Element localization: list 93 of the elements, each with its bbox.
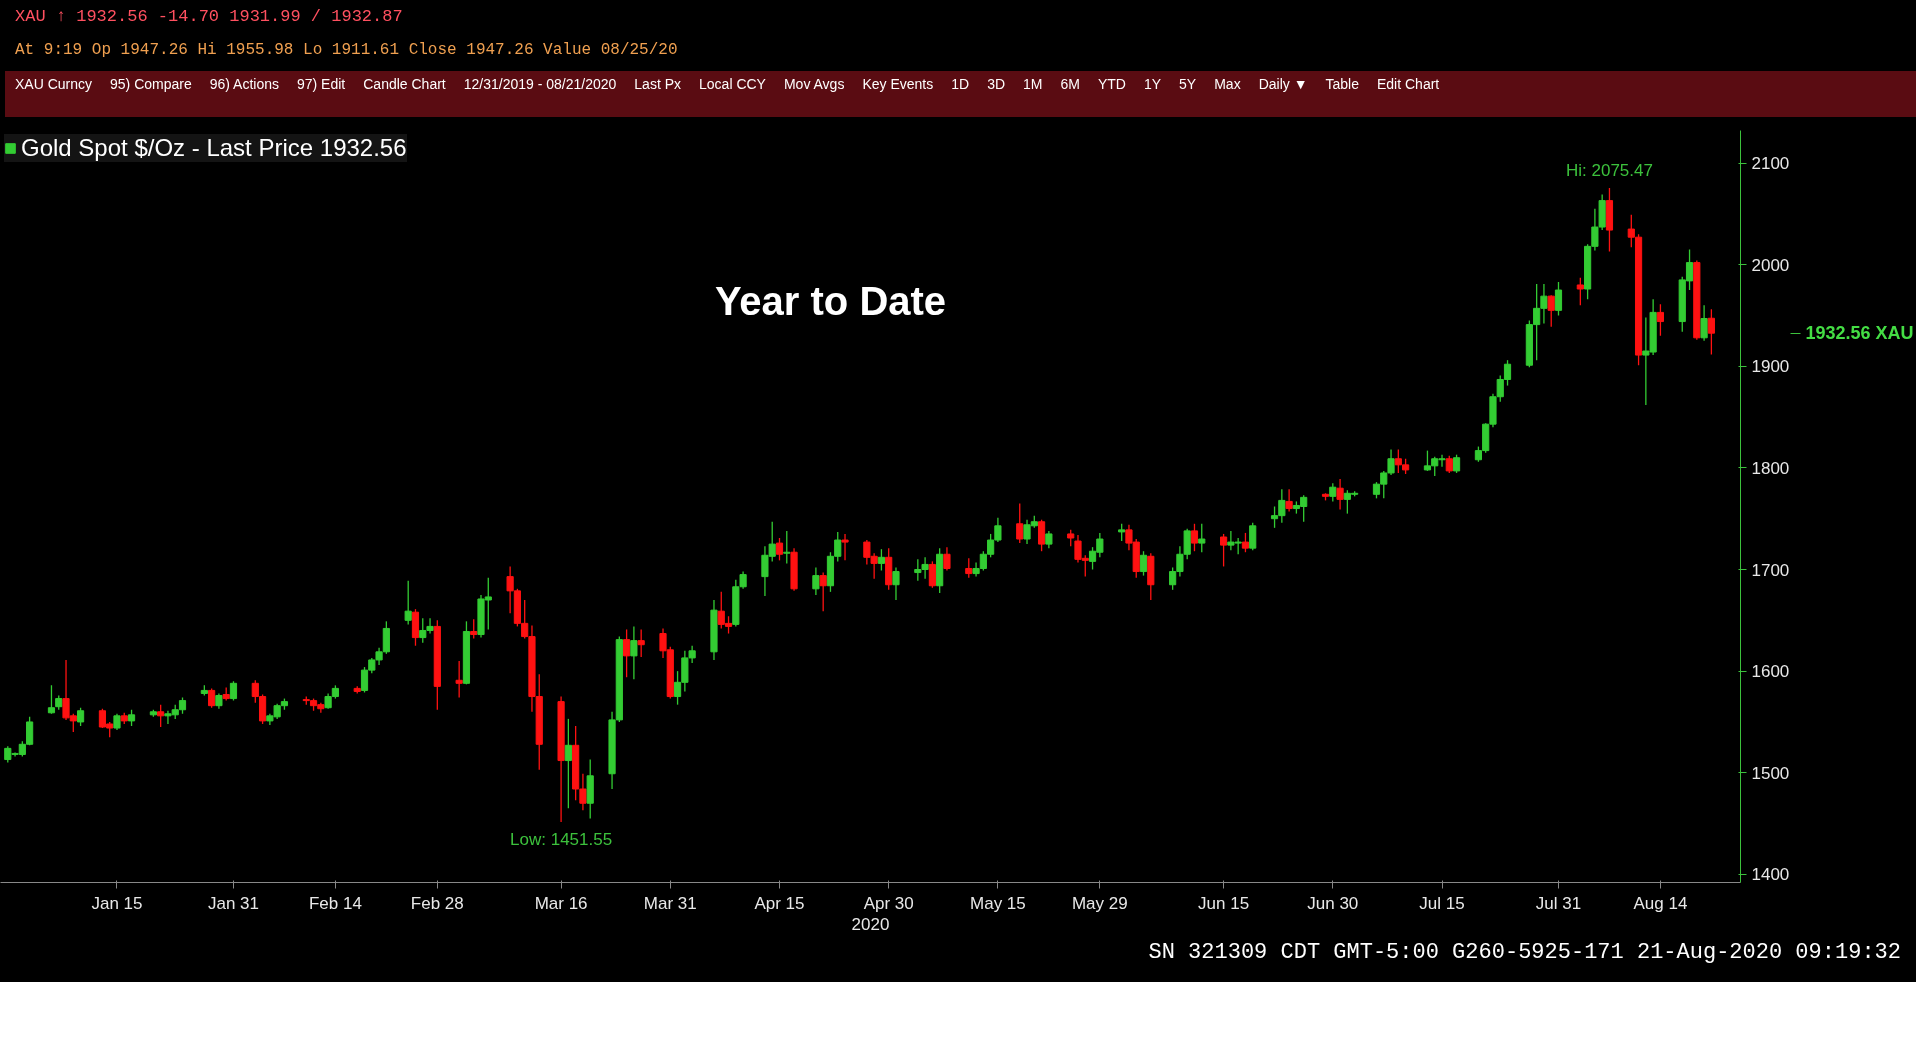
x-tick-label: Apr 15 [754, 893, 805, 913]
x-tick-label: Feb 28 [410, 893, 464, 913]
text: 1M [1023, 76, 1043, 92]
y-tick-label: 1600 [1751, 662, 1790, 682]
candlestick [1190, 523, 1199, 552]
candlestick [1336, 478, 1344, 511]
chart-subtitle: At 9:19 Op 1947.26 Hi 1955.98 Lo 1911.61 Close 1947.26 Value 08/25/20 [15, 40, 678, 61]
x-tick-label: Jan 15 [91, 893, 143, 913]
candlestick [1547, 294, 1555, 328]
x-tick-label: May 29 [1071, 893, 1128, 913]
annotation: Year to Date [714, 278, 947, 323]
candlestick [892, 566, 900, 601]
candlestick [1241, 532, 1250, 553]
candlestick [1329, 482, 1337, 503]
text: 1932.56 XAU [1805, 323, 1914, 344]
x-tick-label: Mar 31 [643, 893, 697, 913]
candlestick [812, 566, 820, 596]
candlestick [1576, 277, 1584, 306]
text: 6M [1060, 76, 1080, 92]
x-tick-label: May 15 [970, 893, 1026, 913]
y-tick-label: 1400 [1751, 865, 1790, 885]
candlestick [157, 704, 165, 728]
candlestick [928, 560, 936, 589]
candlestick [1452, 454, 1461, 474]
legend-label: Gold Spot $/Oz - Last Price 1932.56 [21, 134, 407, 162]
candlestick [637, 628, 645, 658]
candlestick [1220, 533, 1228, 568]
text: 97) Edit [297, 76, 346, 92]
x-tick-label: Feb 14 [308, 893, 362, 913]
candlestick [775, 537, 784, 562]
candlestick [455, 660, 463, 699]
candlestick [404, 580, 412, 626]
text: 12/31/2019 - 08/21/2020 [463, 76, 617, 92]
y-tick-label: 1700 [1751, 560, 1790, 580]
text: 3D [987, 76, 1006, 92]
candlestick [1139, 550, 1148, 577]
annotation: Low: 1451.55 [510, 829, 613, 849]
y-tick-label: 1900 [1751, 357, 1790, 377]
candlestick [630, 625, 638, 680]
text: Max [1214, 76, 1241, 92]
chart-title: XAU ↑ 1932.56 -14.70 1931.99 / 1932.87 [15, 6, 403, 28]
text: 1Y [1143, 76, 1162, 92]
candlestick [965, 557, 973, 579]
candlestick [943, 546, 951, 572]
text: Local CCY [699, 76, 766, 92]
candlestick [1249, 522, 1257, 551]
text: Last Px [634, 76, 682, 92]
candlestick [1707, 308, 1715, 356]
text: 95) Compare [110, 76, 192, 92]
x-tick-label: Jul 31 [1535, 893, 1582, 913]
text: 96) Actions [209, 76, 279, 92]
text: Daily ▼ [1258, 76, 1308, 92]
y-tick-label: 2100 [1751, 154, 1790, 174]
text: Edit Chart [1376, 76, 1440, 92]
x-tick-label: Aug 14 [1633, 893, 1688, 913]
candlestick [1700, 304, 1708, 342]
text: SN 321309 CDT GMT-5:00 G260-5925-171 21-Aug-2020 09:19:32 [1148, 939, 1901, 967]
y-tick-label: 2000 [1751, 255, 1790, 275]
candlestick [1016, 502, 1024, 544]
candlestick [229, 680, 238, 702]
x-tick-label: Jul 15 [1419, 893, 1465, 913]
candlestick [208, 687, 216, 709]
candlestick [841, 533, 849, 562]
candlestick [1285, 488, 1293, 513]
x-tick-label: Apr 30 [863, 893, 914, 913]
annotation: Hi: 2075.47 [1565, 160, 1653, 180]
candlestick [877, 548, 886, 572]
candlestick [1198, 523, 1206, 553]
candlestick [783, 530, 791, 565]
text: XAU Curncy [15, 76, 93, 92]
candlestick [1656, 303, 1665, 337]
candlestick [1554, 281, 1563, 317]
x-axis-title: 2020 [851, 914, 890, 934]
candlestick [76, 707, 85, 727]
text: Table [1325, 76, 1359, 92]
text: 1D [951, 76, 970, 92]
x-tick-label: Jun 15 [1198, 893, 1250, 913]
text: 5Y [1179, 76, 1197, 92]
candlestick [1037, 519, 1046, 552]
y-tick-label: 1800 [1751, 458, 1790, 478]
candlestick [564, 718, 572, 809]
text: Candle Chart [363, 76, 446, 92]
candlestick [470, 618, 478, 640]
candlestick [623, 628, 631, 678]
x-tick-label: Mar 16 [534, 893, 588, 913]
x-tick-label: Jan 31 [207, 893, 259, 913]
candlestick [47, 684, 56, 715]
y-tick-label: 1500 [1751, 763, 1790, 783]
text: Key Events [862, 76, 934, 92]
text: YTD [1097, 76, 1126, 92]
x-tick-label: Jun 30 [1307, 893, 1359, 913]
text: Mov Avgs [783, 76, 845, 92]
candlestick [819, 571, 827, 612]
